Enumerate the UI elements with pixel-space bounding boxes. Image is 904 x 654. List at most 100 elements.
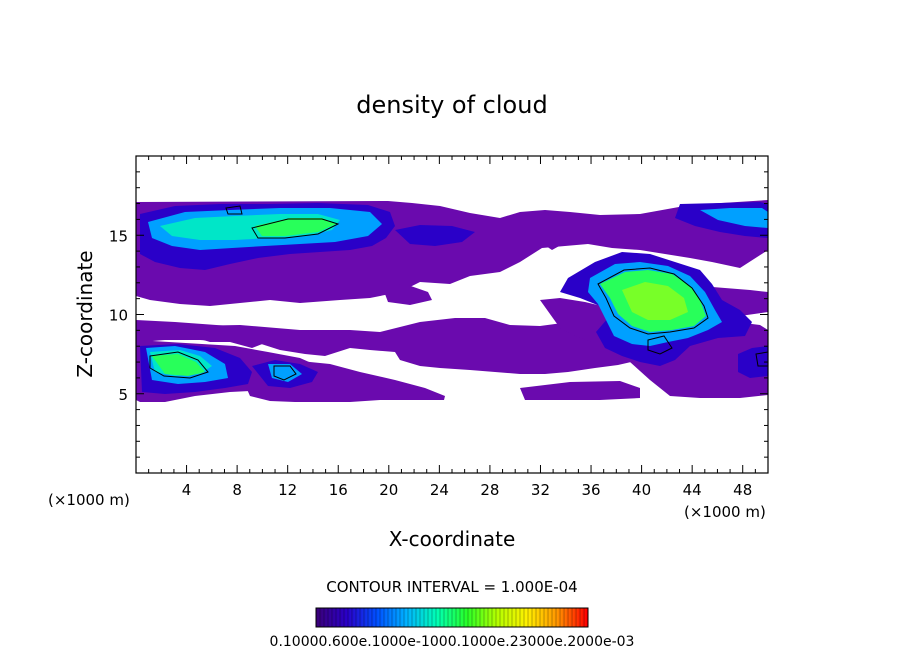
x-tick-label: 48 xyxy=(733,481,752,499)
colorbar-swatch xyxy=(508,608,511,627)
colorbar-swatch xyxy=(402,608,405,627)
colorbar-swatch xyxy=(366,608,369,627)
colorbar-swatch xyxy=(344,608,347,627)
x-tick-label: 40 xyxy=(632,481,651,499)
colorbar-swatch xyxy=(420,608,423,627)
colorbar-swatch xyxy=(532,608,535,627)
x-tick-label: 8 xyxy=(232,481,242,499)
colorbar-swatch xyxy=(584,608,587,627)
colorbar-swatch xyxy=(552,608,555,627)
colorbar-swatch xyxy=(452,608,455,627)
colorbar-swatch xyxy=(506,608,509,627)
colorbar-swatch xyxy=(398,608,401,627)
colorbar-swatch xyxy=(438,608,441,627)
colorbar-swatch xyxy=(542,608,545,627)
colorbar-swatch xyxy=(504,608,507,627)
colorbar-swatch xyxy=(474,608,477,627)
colorbar-swatch xyxy=(340,608,343,627)
colorbar-labels: 0.10000.600e.1000e-1000.1000e.23000e.200… xyxy=(270,634,635,650)
colorbar-swatch xyxy=(518,608,521,627)
colorbar-swatch xyxy=(396,608,399,627)
x-tick-label: 12 xyxy=(278,481,297,499)
colorbar-swatch xyxy=(538,608,541,627)
colorbar-swatch xyxy=(544,608,547,627)
x-axis-ticks: 4 8 12 16 20 24 28 32 36 40 44 48 xyxy=(148,156,756,499)
colorbar-swatch xyxy=(496,608,499,627)
colorbar-frame xyxy=(315,607,589,628)
colorbar xyxy=(315,608,589,627)
x-axis-unit: (×1000 m) xyxy=(684,503,766,521)
colorbar-swatch xyxy=(390,608,393,627)
colorbar-swatch xyxy=(416,608,419,627)
y-axis-unit: (×1000 m) xyxy=(48,491,130,509)
colorbar-swatch xyxy=(356,608,359,627)
colorbar-swatch xyxy=(418,608,421,627)
colorbar-swatch xyxy=(556,608,559,627)
y-axis-label: Z-coordinate xyxy=(73,250,97,377)
colorbar-swatch xyxy=(488,608,491,627)
x-tick-label: 24 xyxy=(430,481,449,499)
colorbar-swatch xyxy=(566,608,569,627)
colorbar-swatch xyxy=(440,608,443,627)
colorbar-swatch xyxy=(362,608,365,627)
colorbar-swatch xyxy=(360,608,363,627)
colorbar-swatch xyxy=(338,608,341,627)
chart-title: density of cloud xyxy=(356,91,547,119)
x-tick-label: 16 xyxy=(329,481,348,499)
y-axis-ticks: 5 10 15 xyxy=(109,171,768,458)
colorbar-swatch xyxy=(394,608,397,627)
colorbar-swatch xyxy=(498,608,501,627)
colorbar-swatch xyxy=(558,608,561,627)
colorbar-swatch xyxy=(486,608,489,627)
colorbar-swatch xyxy=(540,608,543,627)
colorbar-swatch xyxy=(560,608,563,627)
colorbar-swatch xyxy=(382,608,385,627)
colorbar-swatch xyxy=(548,608,551,627)
x-tick-label: 4 xyxy=(182,481,192,499)
colorbar-swatch xyxy=(568,608,571,627)
colorbar-swatch xyxy=(564,608,567,627)
colorbar-swatch xyxy=(576,608,579,627)
colorbar-swatch xyxy=(500,608,503,627)
x-tick-label: 44 xyxy=(683,481,702,499)
colorbar-swatch xyxy=(484,608,487,627)
colorbar-swatch xyxy=(352,608,355,627)
colorbar-swatch xyxy=(520,608,523,627)
colorbar-swatch xyxy=(512,608,515,627)
colorbar-swatch xyxy=(346,608,349,627)
colorbar-swatch xyxy=(454,608,457,627)
colorbar-swatch xyxy=(450,608,453,627)
colorbar-swatch xyxy=(332,608,335,627)
colorbar-swatch xyxy=(350,608,353,627)
colorbar-swatch xyxy=(406,608,409,627)
colorbar-swatch xyxy=(524,608,527,627)
colorbar-swatch xyxy=(464,608,467,627)
density-field xyxy=(136,200,768,402)
colorbar-swatch xyxy=(446,608,449,627)
colorbar-swatch xyxy=(480,608,483,627)
colorbar-swatch xyxy=(482,608,485,627)
colorbar-swatch xyxy=(380,608,383,627)
x-axis-label: X-coordinate xyxy=(389,527,516,551)
x-tick-label: 32 xyxy=(531,481,550,499)
colorbar-swatch xyxy=(422,608,425,627)
colorbar-swatch xyxy=(502,608,505,627)
colorbar-swatch xyxy=(334,608,337,627)
colorbar-swatch xyxy=(358,608,361,627)
colorbar-swatch xyxy=(494,608,497,627)
colorbar-swatch xyxy=(388,608,391,627)
colorbar-swatch xyxy=(410,608,413,627)
colorbar-swatch xyxy=(408,608,411,627)
colorbar-swatch xyxy=(456,608,459,627)
colorbar-swatch xyxy=(384,608,387,627)
colorbar-swatch xyxy=(574,608,577,627)
colorbar-swatch xyxy=(330,608,333,627)
colorbar-swatch xyxy=(580,608,583,627)
colorbar-swatch xyxy=(468,608,471,627)
colorbar-swatch xyxy=(364,608,367,627)
colorbar-swatch xyxy=(526,608,529,627)
colorbar-swatch xyxy=(582,608,585,627)
x-tick-label: 20 xyxy=(379,481,398,499)
colorbar-swatch xyxy=(412,608,415,627)
